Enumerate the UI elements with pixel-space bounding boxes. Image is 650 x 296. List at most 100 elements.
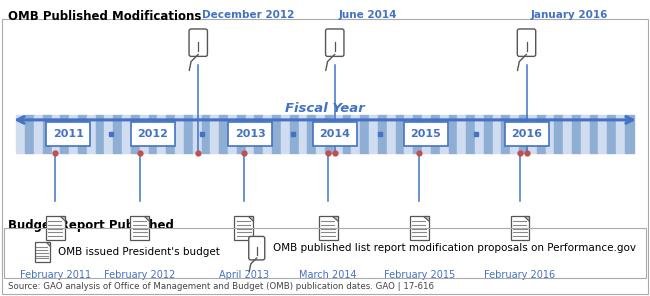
- Bar: [272, 115, 281, 153]
- Bar: [616, 115, 625, 153]
- Polygon shape: [144, 216, 149, 221]
- FancyBboxPatch shape: [189, 29, 207, 56]
- Text: February 2011: February 2011: [20, 270, 91, 280]
- Bar: [369, 115, 378, 153]
- Text: 2011: 2011: [53, 129, 84, 139]
- Bar: [448, 115, 458, 153]
- Bar: [192, 115, 202, 153]
- Text: March 2014: March 2014: [300, 270, 357, 280]
- Bar: [404, 115, 413, 153]
- Bar: [149, 115, 157, 153]
- Text: June 2014: June 2014: [339, 10, 397, 20]
- FancyBboxPatch shape: [326, 29, 344, 56]
- Bar: [572, 115, 581, 153]
- Bar: [25, 115, 34, 153]
- Bar: [157, 115, 166, 153]
- Text: February 2016: February 2016: [484, 270, 556, 280]
- FancyBboxPatch shape: [313, 122, 357, 146]
- Bar: [219, 115, 228, 153]
- FancyBboxPatch shape: [504, 122, 549, 146]
- Bar: [105, 115, 113, 153]
- Bar: [78, 115, 87, 153]
- Text: OMB published list report modification proposals on Performance.gov: OMB published list report modification p…: [273, 243, 636, 253]
- Bar: [43, 115, 51, 153]
- Text: Budget Report Published: Budget Report Published: [8, 219, 174, 232]
- Bar: [378, 115, 387, 153]
- Bar: [475, 115, 484, 153]
- FancyBboxPatch shape: [404, 122, 448, 146]
- Text: February 2015: February 2015: [384, 270, 455, 280]
- Bar: [466, 115, 475, 153]
- Bar: [34, 242, 50, 262]
- Bar: [175, 115, 184, 153]
- Text: OMB Published Modifications: OMB Published Modifications: [8, 10, 202, 23]
- Polygon shape: [333, 216, 337, 221]
- Bar: [590, 115, 599, 153]
- Bar: [87, 115, 96, 153]
- Bar: [184, 115, 192, 153]
- Bar: [410, 216, 428, 240]
- Bar: [510, 115, 519, 153]
- Bar: [307, 115, 316, 153]
- Bar: [34, 115, 43, 153]
- Bar: [458, 115, 466, 153]
- Text: December 2012: December 2012: [202, 10, 294, 20]
- Bar: [554, 115, 563, 153]
- Bar: [96, 115, 105, 153]
- Polygon shape: [46, 242, 50, 247]
- Bar: [607, 115, 616, 153]
- Bar: [69, 115, 78, 153]
- Bar: [211, 115, 219, 153]
- Bar: [319, 216, 337, 240]
- Text: 2014: 2014: [319, 129, 350, 139]
- Bar: [131, 216, 149, 240]
- Text: February 2012: February 2012: [104, 270, 176, 280]
- Bar: [46, 216, 64, 240]
- Bar: [4, 228, 646, 278]
- Bar: [235, 216, 253, 240]
- Bar: [246, 115, 254, 153]
- Text: April 2013: April 2013: [218, 270, 269, 280]
- Polygon shape: [60, 216, 64, 221]
- Bar: [237, 115, 246, 153]
- FancyBboxPatch shape: [517, 29, 536, 56]
- Bar: [439, 115, 448, 153]
- Bar: [413, 115, 422, 153]
- Bar: [140, 115, 149, 153]
- Bar: [60, 115, 69, 153]
- Polygon shape: [525, 216, 529, 221]
- Bar: [166, 115, 175, 153]
- Bar: [343, 115, 352, 153]
- Bar: [511, 216, 529, 240]
- FancyBboxPatch shape: [249, 237, 265, 260]
- Bar: [396, 115, 404, 153]
- Bar: [228, 115, 237, 153]
- Text: 2016: 2016: [511, 129, 542, 139]
- Bar: [352, 115, 360, 153]
- Bar: [122, 115, 131, 153]
- FancyBboxPatch shape: [228, 122, 272, 146]
- Bar: [290, 115, 298, 153]
- Bar: [360, 115, 369, 153]
- Bar: [599, 115, 607, 153]
- Bar: [545, 115, 554, 153]
- Bar: [581, 115, 590, 153]
- Bar: [563, 115, 572, 153]
- Text: 2012: 2012: [137, 129, 168, 139]
- Bar: [254, 115, 263, 153]
- Bar: [131, 115, 140, 153]
- Bar: [422, 115, 431, 153]
- Bar: [484, 115, 493, 153]
- Text: Source: GAO analysis of Office of Management and Budget (OMB) publication dates.: Source: GAO analysis of Office of Manage…: [8, 282, 434, 291]
- Bar: [298, 115, 307, 153]
- Text: Fiscal Year: Fiscal Year: [285, 102, 365, 115]
- Text: 2015: 2015: [410, 129, 441, 139]
- Bar: [387, 115, 396, 153]
- Bar: [325, 115, 334, 153]
- Bar: [501, 115, 510, 153]
- Bar: [281, 115, 290, 153]
- Bar: [202, 115, 211, 153]
- Bar: [316, 115, 325, 153]
- Bar: [51, 115, 60, 153]
- Polygon shape: [424, 216, 428, 221]
